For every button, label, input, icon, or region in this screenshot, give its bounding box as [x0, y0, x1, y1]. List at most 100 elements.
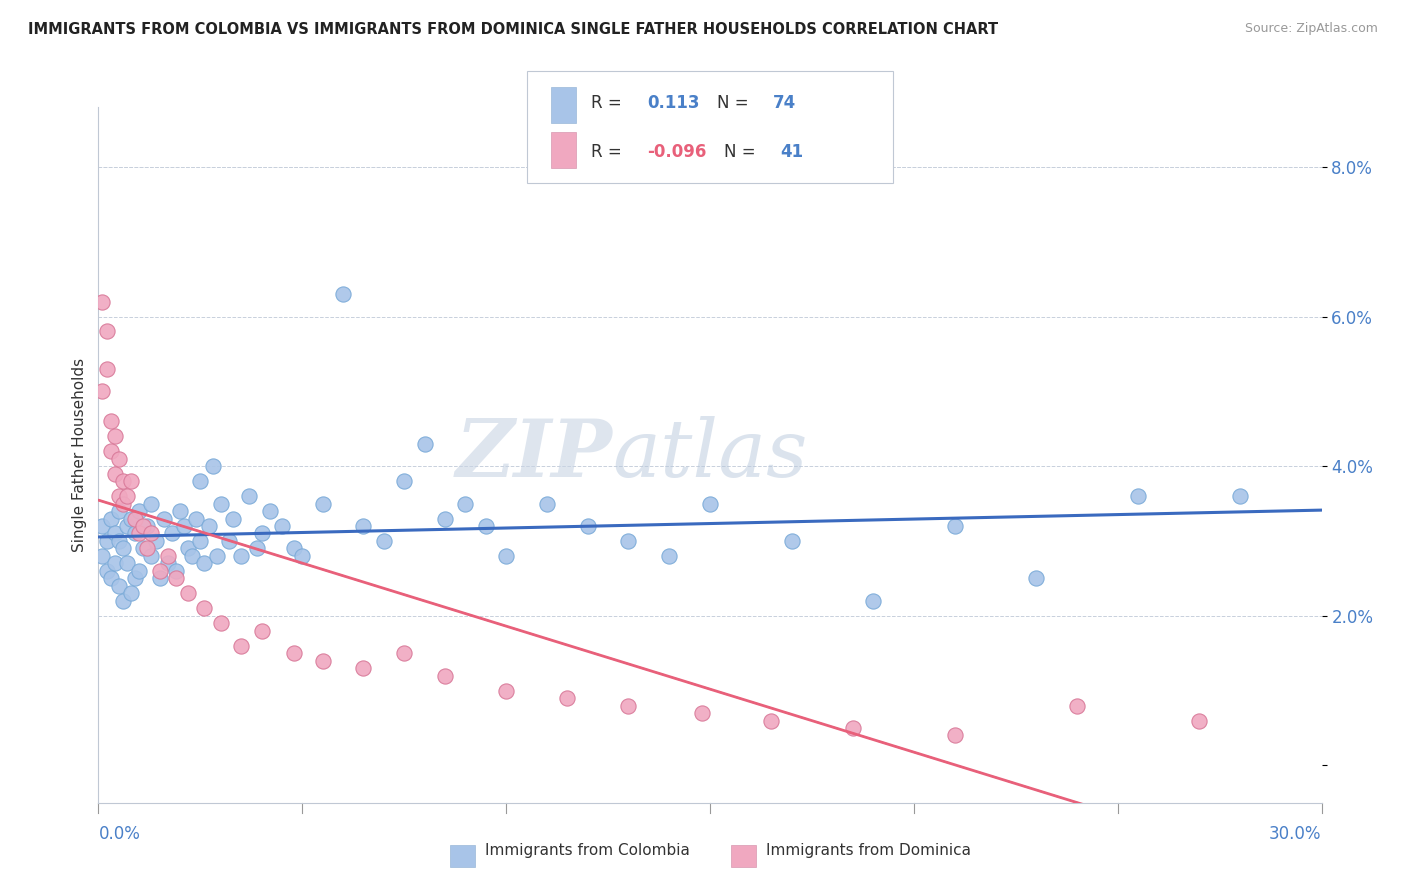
Point — [100, 444, 122, 458]
Point — [283, 541, 305, 556]
Point — [136, 519, 159, 533]
Point — [120, 586, 142, 600]
Point — [222, 511, 245, 525]
Point — [259, 504, 281, 518]
Point — [188, 533, 212, 548]
Point — [96, 362, 118, 376]
Point — [862, 594, 884, 608]
Point — [197, 519, 219, 533]
Point — [111, 541, 134, 556]
Point — [555, 691, 579, 706]
Point — [250, 526, 273, 541]
Point — [690, 706, 713, 720]
Point — [104, 429, 127, 443]
Point — [238, 489, 260, 503]
Text: Source: ZipAtlas.com: Source: ZipAtlas.com — [1244, 22, 1378, 36]
Text: Immigrants from Colombia: Immigrants from Colombia — [485, 844, 690, 858]
Point — [373, 533, 395, 548]
Point — [124, 571, 146, 585]
Point — [100, 414, 122, 428]
Point — [392, 646, 416, 660]
Text: N =: N = — [724, 143, 761, 161]
Text: 74: 74 — [773, 94, 797, 112]
Point — [474, 519, 498, 533]
Point — [145, 533, 167, 548]
Text: 41: 41 — [780, 143, 803, 161]
Point — [283, 646, 305, 660]
Point — [108, 489, 131, 503]
Point — [250, 624, 273, 638]
Point — [128, 526, 150, 541]
Text: Immigrants from Dominica: Immigrants from Dominica — [766, 844, 972, 858]
Point — [177, 541, 200, 556]
Point — [312, 497, 335, 511]
Point — [91, 384, 114, 399]
Point — [141, 526, 163, 541]
Point — [246, 541, 269, 556]
Text: 30.0%: 30.0% — [1270, 825, 1322, 843]
Point — [193, 601, 215, 615]
Text: 0.0%: 0.0% — [98, 825, 141, 843]
Point — [1066, 698, 1088, 713]
Point — [312, 654, 335, 668]
Point — [124, 526, 146, 541]
Point — [104, 526, 127, 541]
Point — [177, 586, 200, 600]
Point — [96, 325, 118, 339]
Point — [780, 533, 803, 548]
Point — [111, 474, 134, 488]
Point — [156, 557, 179, 571]
Point — [96, 564, 118, 578]
Point — [231, 639, 253, 653]
Point — [111, 594, 134, 608]
Point — [576, 519, 599, 533]
Point — [115, 489, 138, 503]
Text: ZIP: ZIP — [456, 417, 612, 493]
Point — [536, 497, 558, 511]
Point — [108, 451, 131, 466]
Point — [352, 661, 374, 675]
Point — [91, 519, 114, 533]
Point — [392, 474, 416, 488]
Point — [495, 683, 517, 698]
Point — [108, 504, 131, 518]
Point — [141, 497, 163, 511]
Text: -0.096: -0.096 — [647, 143, 706, 161]
Point — [149, 571, 172, 585]
Point — [141, 549, 163, 563]
Text: R =: R = — [591, 143, 627, 161]
Point — [1025, 571, 1047, 585]
Point — [169, 504, 191, 518]
Point — [658, 549, 681, 563]
Point — [111, 497, 134, 511]
Point — [132, 541, 155, 556]
Point — [108, 579, 131, 593]
Point — [205, 549, 228, 563]
Point — [186, 511, 208, 525]
Text: IMMIGRANTS FROM COLOMBIA VS IMMIGRANTS FROM DOMINICA SINGLE FATHER HOUSEHOLDS CO: IMMIGRANTS FROM COLOMBIA VS IMMIGRANTS F… — [28, 22, 998, 37]
Point — [120, 511, 142, 525]
Point — [160, 526, 183, 541]
Point — [1128, 489, 1150, 503]
Point — [100, 511, 122, 525]
Point — [173, 519, 195, 533]
Text: N =: N = — [717, 94, 754, 112]
Point — [108, 533, 131, 548]
Point — [193, 557, 215, 571]
Point — [841, 721, 863, 735]
Point — [91, 549, 114, 563]
Point — [454, 497, 477, 511]
Point — [100, 571, 122, 585]
Point — [104, 557, 127, 571]
Point — [104, 467, 127, 481]
Point — [120, 474, 142, 488]
Point — [617, 698, 640, 713]
Point — [181, 549, 204, 563]
Point — [413, 436, 436, 450]
Point — [332, 287, 354, 301]
Point — [218, 533, 240, 548]
Point — [1188, 714, 1211, 728]
Point — [231, 549, 253, 563]
Point — [149, 564, 172, 578]
Point — [96, 533, 118, 548]
